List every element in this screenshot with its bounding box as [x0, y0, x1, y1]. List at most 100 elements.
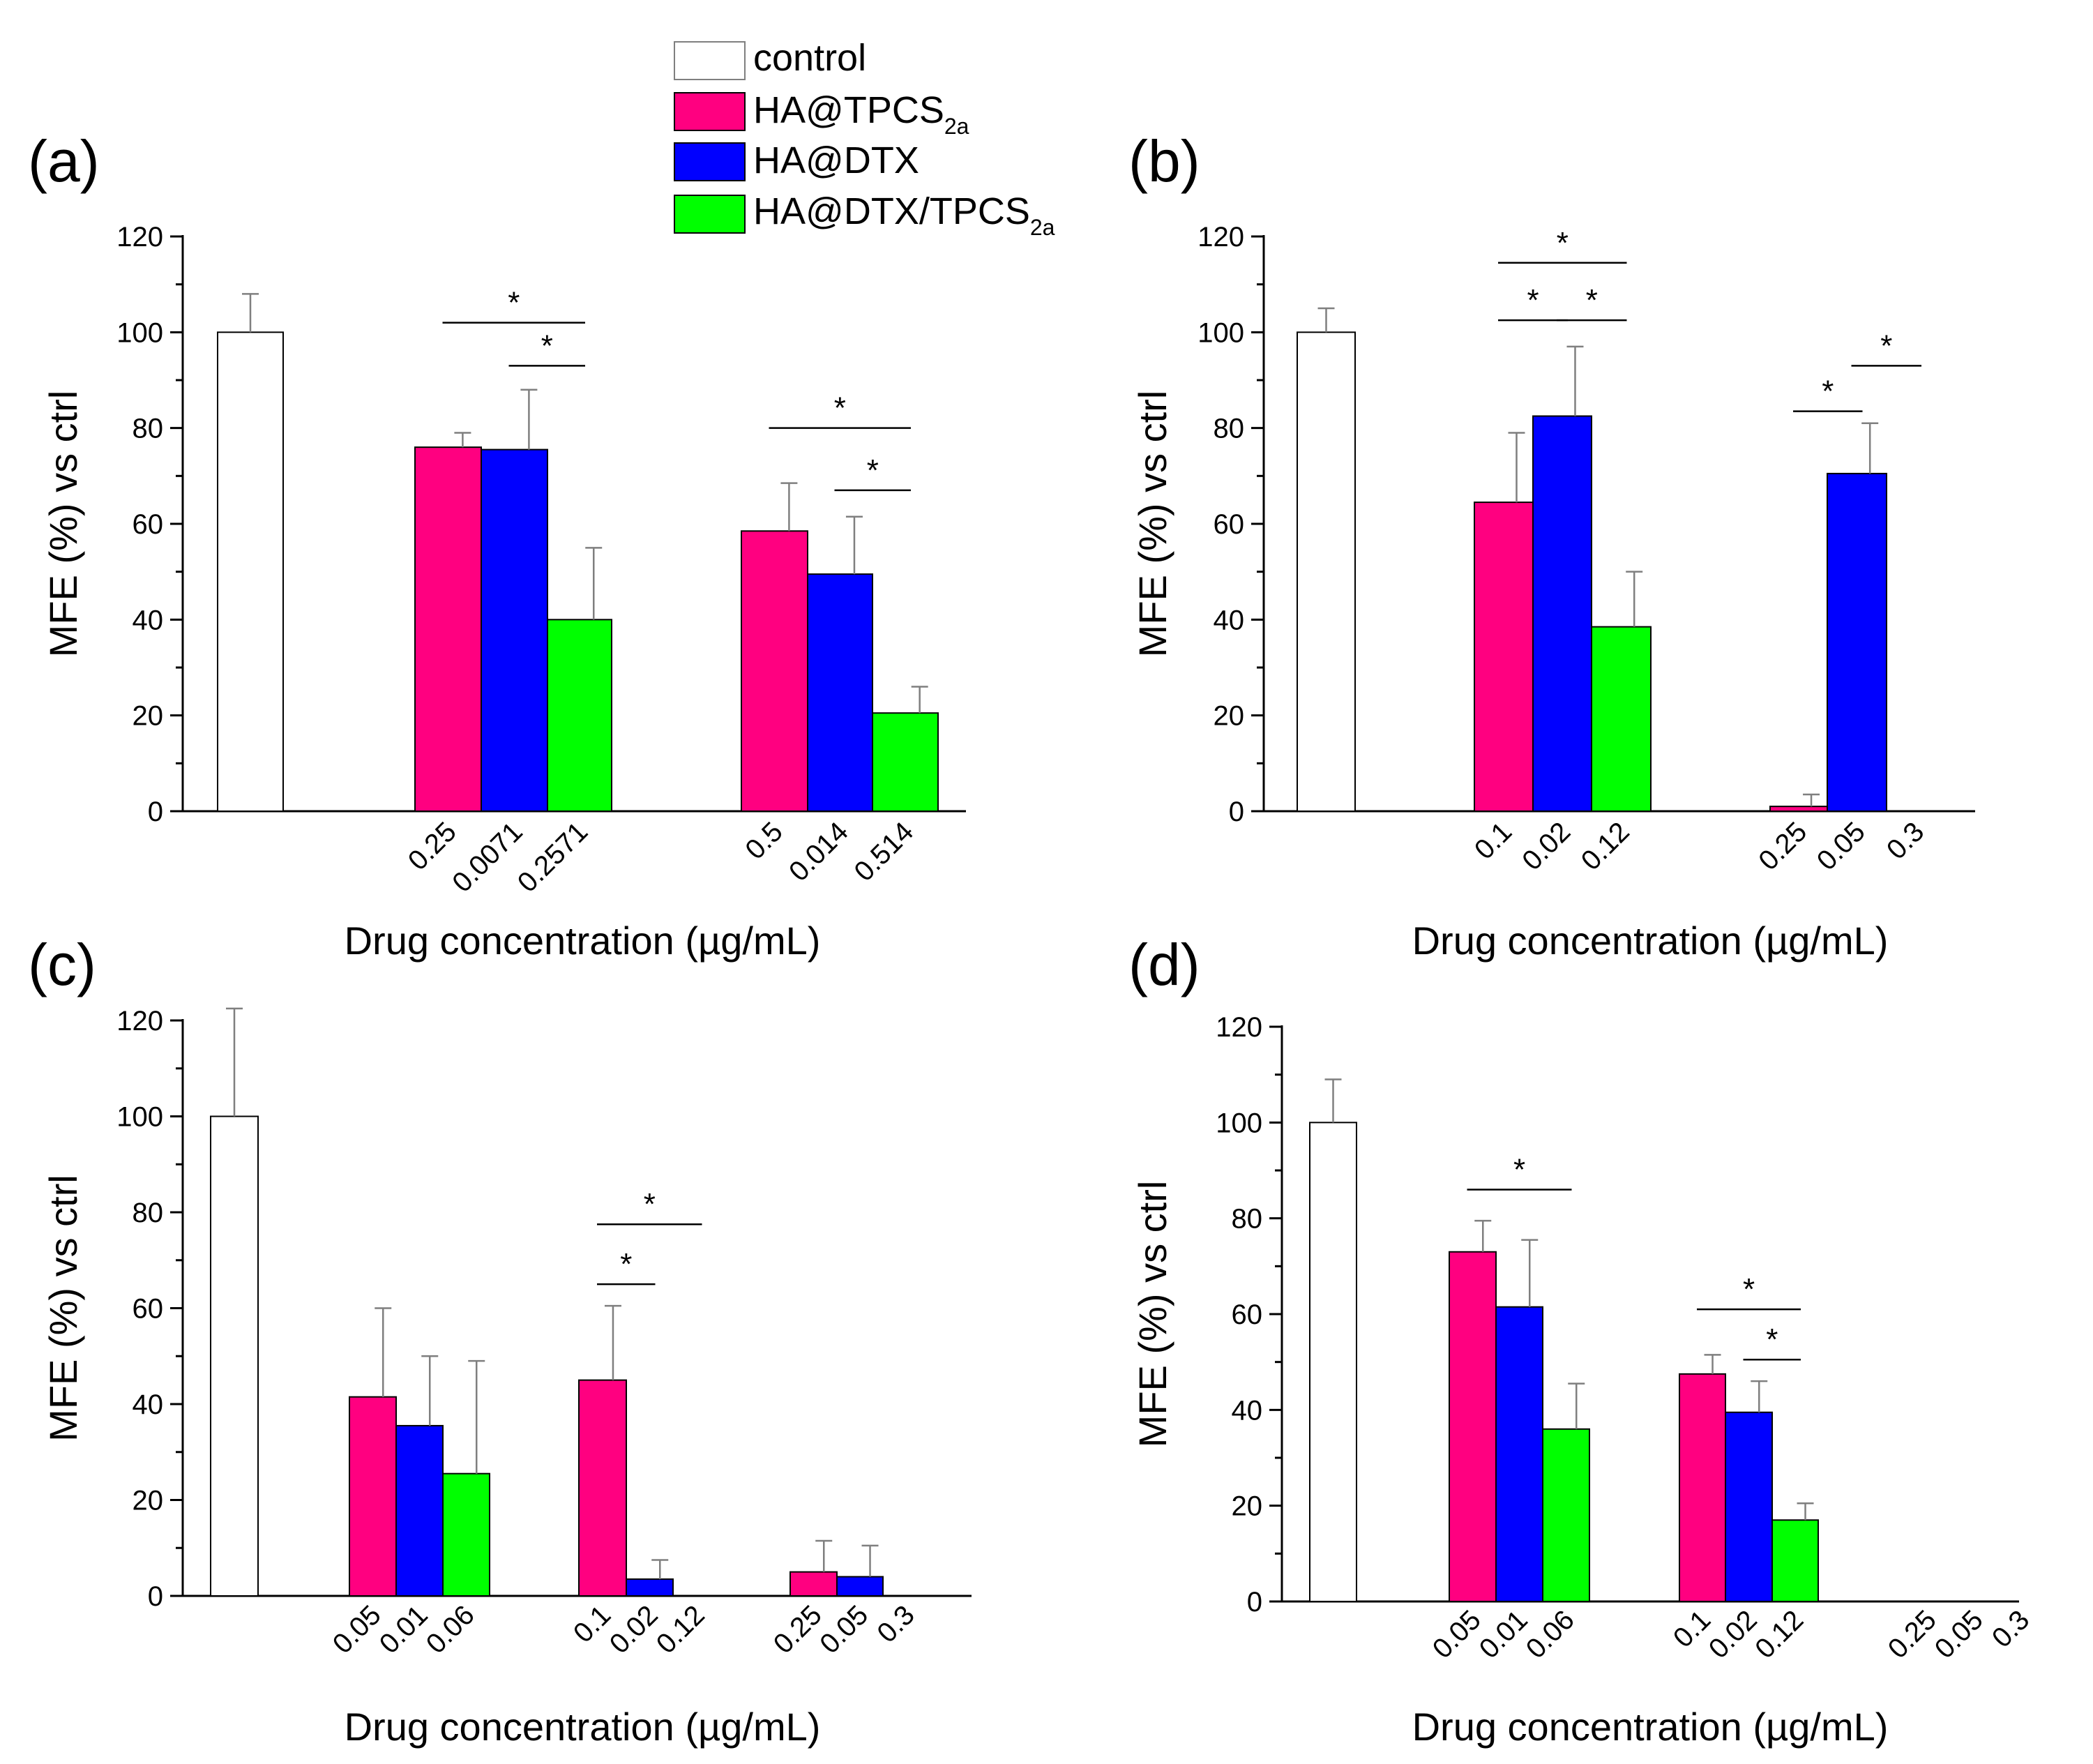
y-tick-label: 0	[1247, 1587, 1262, 1618]
bar-tpcs	[414, 446, 482, 812]
bar-dtx	[481, 448, 548, 812]
bar-dtx	[836, 1576, 884, 1597]
x-tick-label: 0.25	[1753, 816, 1813, 876]
significance-star: *	[867, 453, 879, 488]
bar-dtx	[1495, 1306, 1543, 1602]
significance-star: *	[508, 286, 520, 320]
legend-label: control	[753, 37, 866, 79]
bar-tpcs	[349, 1396, 397, 1597]
significance-star: *	[1743, 1272, 1755, 1306]
chart-panel-d: (d) 0 20 40 60 80 100 120 MFE (%) vs ctrl Drug co…	[1128, 932, 2035, 1749]
bar-combo	[1542, 1428, 1590, 1603]
bar-tpcs	[741, 530, 808, 812]
y-tick-label: 0	[1229, 797, 1244, 827]
panel-label: (a)	[28, 128, 100, 194]
x-tick-label: 0.514	[848, 816, 919, 887]
y-tick-label: 0	[148, 797, 163, 827]
panel-label: (b)	[1128, 128, 1200, 194]
bar-control	[1297, 331, 1356, 813]
bar-tpcs	[789, 1571, 838, 1597]
x-tick-label: 0.06	[1520, 1604, 1580, 1664]
significance-star: *	[541, 329, 553, 363]
y-tick-label: 100	[1197, 317, 1244, 348]
bar-control	[210, 1115, 259, 1597]
x-axis-title: Drug concentration (µg/mL)	[1412, 919, 1889, 963]
y-axis-title: MFE (%) vs ctrl	[41, 391, 85, 658]
y-tick-label: 40	[133, 605, 164, 635]
significance-star: *	[1822, 375, 1834, 409]
y-tick-label: 100	[1216, 1108, 1262, 1138]
y-tick-label: 40	[133, 1389, 164, 1420]
legend-swatch	[674, 142, 746, 181]
y-tick-label: 20	[1214, 701, 1245, 732]
bar-combo	[872, 712, 939, 812]
x-tick-label: 0.12	[1576, 816, 1635, 876]
bar-dtx	[1725, 1411, 1773, 1603]
significance-star: *	[1880, 329, 1892, 363]
y-tick-label: 80	[1214, 414, 1245, 444]
x-tick-label: 0.25	[768, 1599, 828, 1659]
legend-swatch	[674, 195, 746, 234]
y-tick-label: 0	[148, 1581, 163, 1612]
bar-control	[217, 331, 284, 813]
y-tick-label: 80	[1232, 1204, 1263, 1235]
y-axis-title: MFE (%) vs ctrl	[1131, 391, 1174, 658]
x-axis-title: Drug concentration (µg/mL)	[345, 919, 821, 963]
x-tick-label: 0.05	[1929, 1604, 1989, 1664]
significance-star: *	[1527, 283, 1539, 317]
legend-swatch	[674, 41, 746, 80]
panel-label: (d)	[1128, 932, 1200, 997]
x-tick-label: 0.014	[783, 816, 854, 887]
y-tick-label: 40	[1214, 605, 1245, 635]
bar-dtx	[1827, 472, 1887, 813]
x-tick-label: 0.2571	[512, 816, 594, 898]
bar-combo	[1771, 1519, 1819, 1602]
x-tick-label: 0.05	[1427, 1604, 1487, 1664]
x-tick-label: 0.02	[604, 1599, 664, 1659]
y-tick-label: 80	[133, 1198, 164, 1228]
x-tick-label: 0.0071	[446, 816, 529, 898]
panel-label: (c)	[28, 932, 96, 997]
bar-combo	[442, 1472, 490, 1597]
chart-panel-a: (a) 0 20 40 60 80 100 120 MFE (%) vs ctrl Drug co…	[28, 128, 966, 963]
y-tick-label: 120	[116, 1006, 163, 1036]
bar-dtx	[626, 1578, 674, 1597]
x-tick-label: 0.05	[814, 1599, 874, 1659]
significance-star: *	[1766, 1322, 1778, 1357]
y-tick-label: 60	[1232, 1299, 1263, 1330]
x-tick-label: 0.01	[1474, 1604, 1534, 1664]
bar-tpcs	[1449, 1251, 1497, 1602]
x-tick-label: 0.1	[1469, 816, 1518, 865]
bar-combo	[547, 619, 612, 812]
x-tick-label: 0.02	[1703, 1604, 1763, 1664]
x-tick-label: 0.05	[327, 1599, 387, 1659]
x-tick-label: 0.25	[402, 816, 462, 876]
bar-dtx	[395, 1424, 444, 1597]
x-tick-label: 0.01	[374, 1599, 434, 1659]
x-tick-label: 0.06	[421, 1599, 481, 1659]
significance-star: *	[1557, 226, 1569, 260]
x-tick-label: 0.3	[1881, 816, 1930, 865]
significance-star: *	[620, 1247, 632, 1281]
y-tick-label: 100	[116, 317, 163, 348]
bar-control	[1309, 1122, 1357, 1603]
y-tick-label: 120	[1197, 222, 1244, 252]
legend-label: HA@DTX/TPCS2a	[753, 190, 1055, 240]
x-tick-label: 0.3	[1986, 1604, 2035, 1653]
legend-swatch	[674, 92, 746, 131]
y-tick-label: 60	[133, 509, 164, 540]
x-axis-title: Drug concentration (µg/mL)	[345, 1705, 821, 1749]
chart-panel-b: (b) 0 20 40 60 80 100 120 MFE (%) vs ctrl Drug co…	[1128, 128, 1975, 963]
bar-tpcs	[1679, 1373, 1726, 1603]
y-tick-label: 20	[1232, 1491, 1263, 1522]
bar-dtx	[807, 573, 873, 812]
significance-star: *	[1586, 283, 1598, 317]
y-tick-label: 80	[133, 414, 164, 444]
x-tick-label: 0.12	[651, 1599, 711, 1659]
bar-dtx	[1532, 415, 1592, 812]
significance-star: *	[1513, 1152, 1525, 1186]
bar-tpcs	[1769, 806, 1828, 812]
x-axis-title: Drug concentration (µg/mL)	[1412, 1705, 1889, 1749]
legend-label: HA@DTX	[753, 140, 919, 181]
